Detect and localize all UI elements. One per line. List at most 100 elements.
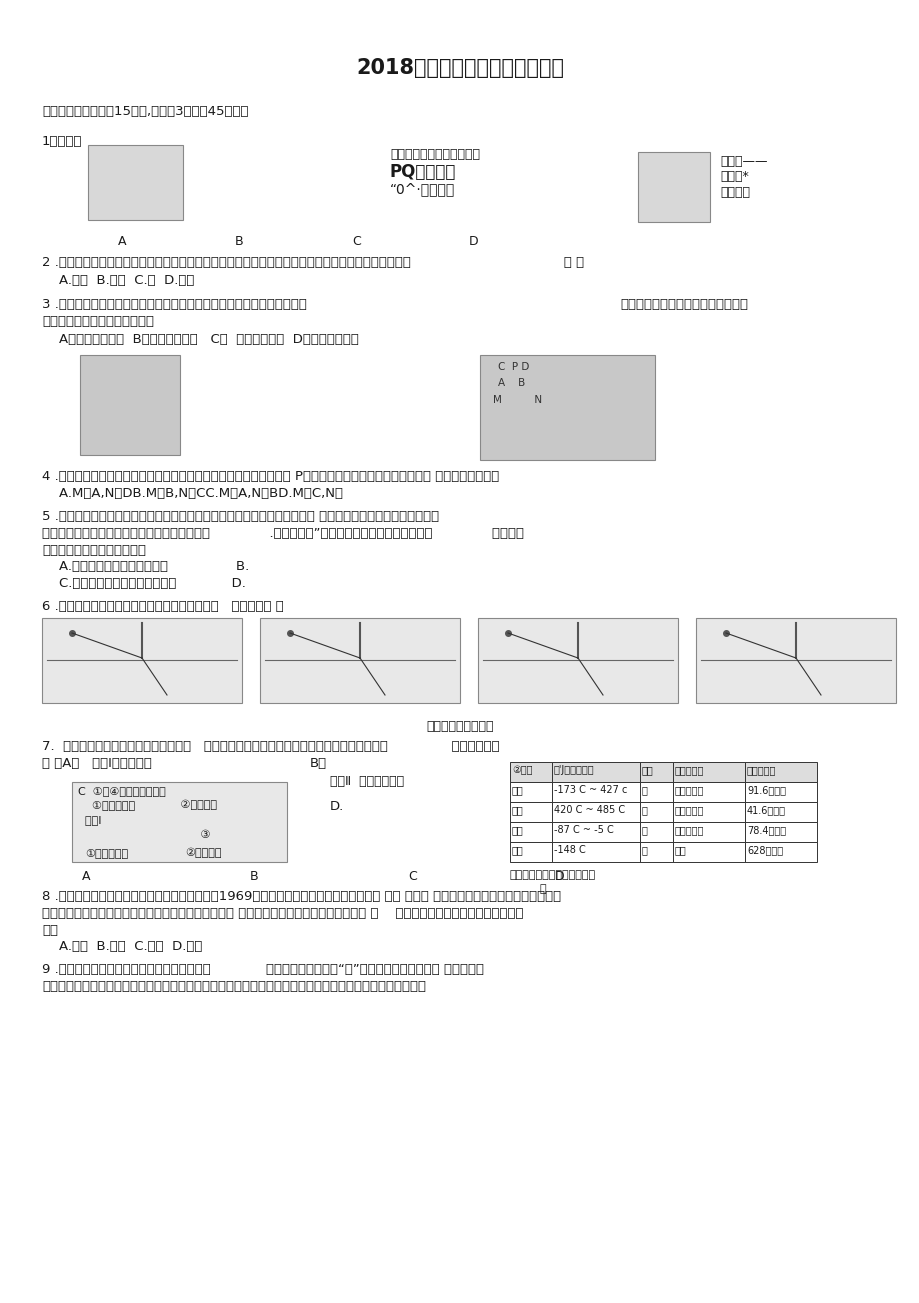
Bar bbox=[551, 842, 640, 863]
Text: B．: B． bbox=[310, 757, 327, 770]
Text: 的携棚措施，其主要目的是（）: 的携棚措施，其主要目的是（） bbox=[42, 315, 153, 328]
Text: 2018年嘉兴中考科学试卷及答案: 2018年嘉兴中考科学试卷及答案 bbox=[356, 59, 563, 78]
Bar bbox=[509, 803, 551, 822]
Text: 1．近年来: 1．近年来 bbox=[42, 136, 83, 149]
Text: 等行星状况: 等行星状况 bbox=[675, 765, 704, 775]
Bar bbox=[640, 782, 673, 803]
Text: 7.  硒酸鿠的溶解度随温度升高而增大。   如图是有关硒酸鿠溶液的实验操作及变化情况。下列               说法正确的是: 7. 硒酸鿠的溶解度随温度升高而增大。 如图是有关硒酸鿠溶液的实验操作及变化情况… bbox=[42, 740, 499, 753]
Bar bbox=[640, 822, 673, 842]
Text: 操作Ⅰ: 操作Ⅰ bbox=[78, 814, 101, 825]
Text: 是而遗属于防止因惯性带来: 是而遗属于防止因惯性带来 bbox=[390, 149, 480, 162]
Bar bbox=[478, 618, 677, 704]
Text: B: B bbox=[234, 235, 244, 248]
Bar bbox=[551, 782, 640, 803]
Text: A.如何提高催化剂的催化效率                B.: A.如何提高催化剂的催化效率 B. bbox=[42, 560, 249, 573]
Text: 新型塑料生产是否影响碳循环: 新型塑料生产是否影响碳循环 bbox=[509, 870, 596, 880]
Text: A.M接A,N接DB.M接B,N接CC.M接A,N接BD.M接C,N接: A.M接A,N接DB.M接B,N接CC.M接A,N接BD.M接C,N接 bbox=[42, 487, 343, 500]
Text: 新才上*: 新才上* bbox=[720, 169, 748, 182]
Text: ）: ） bbox=[539, 883, 546, 894]
Text: ①不饱和溶液: ①不饱和溶液 bbox=[85, 848, 128, 857]
Text: 420 C ~ 485 C: 420 C ~ 485 C bbox=[553, 805, 624, 814]
Bar bbox=[637, 152, 709, 222]
Bar bbox=[744, 822, 816, 842]
Text: A．减弱光合作用  B．抑制呼吸作用   C．  降低譒腾作用  D．预防虫害侵袭: A．减弱光合作用 B．抑制呼吸作用 C． 降低譒腾作用 D．预防虫害侵袭 bbox=[42, 334, 358, 347]
Bar bbox=[88, 145, 183, 220]
Text: 离地球距离: 离地球距离 bbox=[746, 765, 776, 775]
Text: -148 C: -148 C bbox=[553, 846, 585, 855]
Text: ②饱和溶液: ②饱和溶液 bbox=[185, 848, 221, 859]
Text: 火星: 火星 bbox=[512, 825, 523, 835]
Bar bbox=[744, 842, 816, 863]
Bar bbox=[673, 842, 744, 863]
Bar bbox=[673, 762, 744, 782]
Text: 、选择题：（本题有15小题,每小颙3分，全45分。）: 、选择题：（本题有15小题,每小颙3分，全45分。） bbox=[42, 106, 248, 119]
Text: 木星: 木星 bbox=[512, 846, 523, 855]
Text: ①不饱和溶液: ①不饱和溶液 bbox=[78, 800, 135, 810]
Text: C: C bbox=[407, 870, 416, 883]
Text: -87 C ~ -5 C: -87 C ~ -5 C bbox=[553, 825, 613, 835]
Text: A: A bbox=[82, 870, 90, 883]
Text: 有: 有 bbox=[641, 805, 647, 814]
Text: 固态、有水: 固态、有水 bbox=[675, 825, 704, 835]
Bar bbox=[480, 354, 654, 460]
Text: 用'J磁啊磁分数: 用'J磁啊磁分数 bbox=[553, 765, 594, 775]
Bar bbox=[673, 822, 744, 842]
Bar bbox=[80, 354, 180, 455]
Text: A.大脑  B.脊髓  C.胃  D.小肠: A.大脑 B.脊髓 C.胃 D.小肠 bbox=[42, 274, 194, 287]
Text: C: C bbox=[352, 235, 360, 248]
Bar bbox=[744, 762, 816, 782]
Text: B: B bbox=[250, 870, 258, 883]
Text: C  P D: C P D bbox=[497, 362, 528, 371]
Text: 书的是——: 书的是—— bbox=[720, 155, 766, 168]
Bar bbox=[509, 822, 551, 842]
Text: 丙烷（一种简单有机物）在催化剂的作用下合成              .氧化碳塑料”。该新型塑料在投入工业生产前              ，以下不: 丙烷（一种简单有机物）在催化剂的作用下合成 .氧化碳塑料”。该新型塑料在投入工业… bbox=[42, 526, 524, 539]
Text: 气态: 气态 bbox=[675, 846, 686, 855]
Text: 收印: 收印 bbox=[641, 765, 653, 775]
Text: （ ）A．   操作Ⅰ一定是降温: （ ）A． 操作Ⅰ一定是降温 bbox=[42, 757, 152, 770]
Text: 628万公里: 628万公里 bbox=[746, 846, 782, 855]
Text: 5 .二氧化碳气体既是温室效应的元凶，又是一种潜在的碳资源。实验室里， 科学家已成功利用二氧化碳与环氧: 5 .二氧化碳气体既是温室效应的元凶，又是一种潜在的碳资源。实验室里， 科学家已… bbox=[42, 509, 438, 523]
Text: D: D bbox=[469, 235, 478, 248]
Text: 操作Ⅱ  一定是加溶质: 操作Ⅱ 一定是加溶质 bbox=[330, 775, 403, 788]
Text: 无: 无 bbox=[641, 784, 647, 795]
Bar bbox=[509, 842, 551, 863]
Text: 41.6万公里: 41.6万公里 bbox=[746, 805, 785, 814]
Bar bbox=[551, 762, 640, 782]
Text: 餐热军集: 餐热军集 bbox=[720, 186, 749, 199]
Text: 而动。一旦滚到水分充足的地方，圆球就会迅速打开，根重新钒到土壤里，继续生长。下列分析正确的是（）: 而动。一旦滚到水分充足的地方，圆球就会迅速打开，根重新钒到土壤里，继续生长。下列… bbox=[42, 980, 425, 993]
Text: C  ①与④的溶质质量相等: C ①与④的溶质质量相等 bbox=[78, 786, 165, 796]
Text: 3 .近年来，罗汉松逐渐成为城市道路绱化的新宠。在移栽罗汉松的过程中: 3 .近年来，罗汉松逐渐成为城市道路绱化的新宠。在移栽罗汉松的过程中 bbox=[42, 298, 307, 311]
Text: 91.6万公里: 91.6万公里 bbox=[746, 784, 785, 795]
Text: 2 .饥饿时，我们有时会听到肖子咋咋叫；吃饱的时候，我们有时感觉很撑。形成饥饿或饱腹感的器官是                                 : 2 .饥饿时，我们有时会听到肖子咋咋叫；吃饱的时候，我们有时感觉很撑。形成饥饿或… bbox=[42, 255, 584, 268]
Bar bbox=[744, 782, 816, 803]
Bar bbox=[673, 782, 744, 803]
Bar bbox=[640, 803, 673, 822]
Text: 金星: 金星 bbox=[512, 805, 523, 814]
Text: 度、充足的水分、一定厚度和适宜呼吸的大气是地球生 命得以存在的三个条件。结合右表分 析    ，人类接下来可能考虑登陆的行星是: 度、充足的水分、一定厚度和适宜呼吸的大气是地球生 命得以存在的三个条件。结合右表… bbox=[42, 907, 523, 920]
Bar bbox=[744, 803, 816, 822]
Text: 科学家重点考虑的问题是（）: 科学家重点考虑的问题是（） bbox=[42, 543, 146, 556]
Bar bbox=[696, 618, 895, 704]
Text: ，为了提高存活率，常采取如图所示: ，为了提高存活率，常采取如图所示 bbox=[619, 298, 747, 311]
Bar bbox=[640, 842, 673, 863]
Text: 固态、无水: 固态、无水 bbox=[675, 784, 704, 795]
Text: 固态、无水: 固态、无水 bbox=[675, 805, 704, 814]
Text: D: D bbox=[554, 870, 564, 883]
Text: “0^·稀必主因: “0^·稀必主因 bbox=[390, 182, 455, 195]
Text: D.: D. bbox=[330, 800, 344, 813]
Text: 9 .卷柏是一种奇特的處类植物。在水分不足时             ，它的根会从土壤里“抚”出来，身体辟起成一个 圆球，随风: 9 .卷柏是一种奇特的處类植物。在水分不足时 ，它的根会从土壤里“抚”出来，身体… bbox=[42, 963, 483, 976]
Text: C.新型塑料的化学性质是否稳定             D.: C.新型塑料的化学性质是否稳定 D. bbox=[42, 577, 245, 590]
Bar bbox=[640, 762, 673, 782]
Text: -173 C ~ 427 c: -173 C ~ 427 c bbox=[553, 784, 627, 795]
Text: （）: （） bbox=[42, 924, 58, 937]
Bar bbox=[42, 618, 242, 704]
Text: A.水星  B.金星  C.火星  D.木星: A.水星 B.金星 C.火星 D.木星 bbox=[42, 939, 202, 952]
Text: 有: 有 bbox=[641, 846, 647, 855]
Bar bbox=[673, 803, 744, 822]
Text: 78.4万公里: 78.4万公里 bbox=[746, 825, 785, 835]
Bar bbox=[551, 803, 640, 822]
Bar bbox=[72, 782, 287, 863]
Text: 4 .如图是未连接完整的电路，若要求闭合开关后，滑动变阻器的滑片 P向左移动时，灯泡变亮。则下列接法 符合要求的是（）: 4 .如图是未连接完整的电路，若要求闭合开关后，滑动变阻器的滑片 P向左移动时，… bbox=[42, 470, 499, 483]
Text: ②与他: ②与他 bbox=[512, 765, 532, 775]
Bar bbox=[509, 762, 551, 782]
